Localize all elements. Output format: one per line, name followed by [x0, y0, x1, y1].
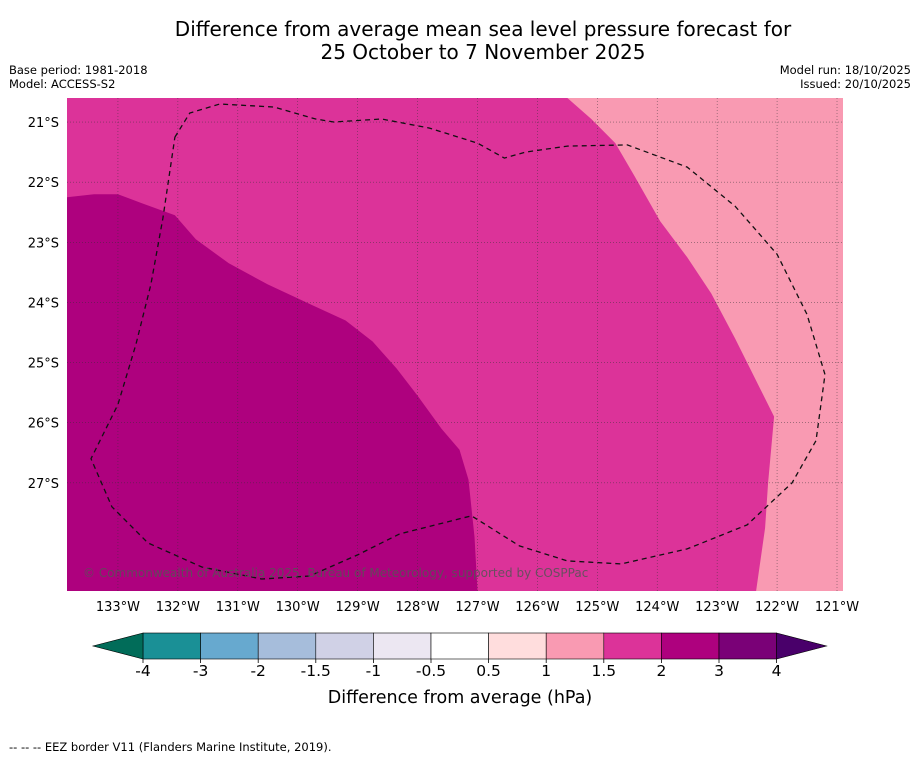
colorbar-tick-label: -1 [366, 662, 381, 680]
colorbar-label: Difference from average (hPa) [328, 688, 593, 708]
longitude-label: 133°W [96, 600, 140, 615]
colorbar-over-arrow [776, 632, 828, 660]
base-period: Base period: 1981-2018 [9, 63, 148, 77]
latitude-label: 24°S [28, 296, 59, 311]
colorbar-tick-label: -4 [135, 662, 150, 680]
longitude-label: 132°W [156, 600, 200, 615]
colorbar-tick-label: -3 [193, 662, 208, 680]
colorbar-tick-label: 4 [772, 662, 782, 680]
colorbar-tick-label: -1.5 [301, 662, 331, 680]
colorbar-tick-label: 1 [541, 662, 551, 680]
longitude-label: 122°W [755, 600, 799, 615]
longitude-label: 125°W [575, 600, 619, 615]
longitude-label: 130°W [276, 600, 320, 615]
colorbar-segment [545, 632, 605, 660]
copyright-text: © Commonwealth of Australia 2025, Bureau… [83, 566, 588, 580]
latitude-label: 26°S [28, 417, 59, 432]
eez-border [90, 103, 826, 580]
longitude-labels: 133°W 132°W 131°W 130°W 129°W 128°W 127°W 126°W… [96, 600, 859, 615]
longitude-label: 121°W [815, 600, 859, 615]
model-name: Model: ACCESS-S2 [9, 77, 116, 91]
colorbar-tick-label: 0.5 [476, 662, 501, 680]
title-line-2: 25 October to 7 November 2025 [320, 40, 646, 64]
colorbar-segment [603, 632, 662, 660]
info-left: Base period: 1981-2018 Model: ACCESS-S2 [9, 63, 148, 91]
colorbar-segment [661, 632, 720, 660]
colorbar-segment [718, 632, 777, 660]
title-line-1: Difference from average mean sea level p… [174, 17, 792, 41]
map-panel: © Commonwealth of Australia 2025, Bureau… [67, 98, 843, 591]
latitude-label: 21°S [28, 116, 59, 131]
colorbar-segment [430, 632, 489, 660]
longitude-label: 124°W [635, 600, 679, 615]
eez-footnote: -- -- -- EEZ border V11 (Flanders Marine… [9, 740, 332, 754]
colorbar: -4 -3 -2 -1.5 -1 -0.5 0.5 1 1.5 2 3 4 [91, 632, 828, 680]
colorbar-segment [315, 632, 374, 660]
chart-title: Difference from average mean sea level p… [0, 18, 919, 64]
longitude-label: 127°W [455, 600, 499, 615]
model-run: Model run: 18/10/2025 [779, 63, 911, 77]
colorbar-segment [142, 632, 201, 660]
colorbar-segment [488, 632, 547, 660]
longitude-label: 131°W [216, 600, 260, 615]
issued-date: Issued: 20/10/2025 [800, 77, 911, 91]
colorbar-segment [257, 632, 317, 660]
colorbar-tick-label: -2 [250, 662, 265, 680]
longitude-label: 128°W [395, 600, 439, 615]
colorbar-tick-label: -0.5 [416, 662, 446, 680]
region-3 [67, 194, 478, 591]
longitude-label: 123°W [695, 600, 739, 615]
latitude-label: 23°S [28, 236, 59, 251]
latitude-labels: 21°S 22°S 23°S 24°S 25°S 26°S 27°S [28, 116, 59, 492]
info-right: Model run: 18/10/2025 Issued: 20/10/2025 [780, 63, 911, 91]
colorbar-tick-label: 1.5 [591, 662, 616, 680]
graticule [67, 98, 843, 591]
anomaly-regions [67, 98, 843, 591]
colorbar-tick-label: 3 [714, 662, 724, 680]
longitude-label: 126°W [515, 600, 559, 615]
colorbar-tick-label: 2 [656, 662, 666, 680]
latitude-label: 22°S [28, 176, 59, 191]
longitude-label: 129°W [336, 600, 380, 615]
latitude-label: 27°S [28, 477, 59, 492]
colorbar-under-arrow [91, 632, 144, 660]
latitude-label: 25°S [28, 357, 59, 372]
colorbar-segment [200, 632, 259, 660]
colorbar-segment [373, 632, 432, 660]
